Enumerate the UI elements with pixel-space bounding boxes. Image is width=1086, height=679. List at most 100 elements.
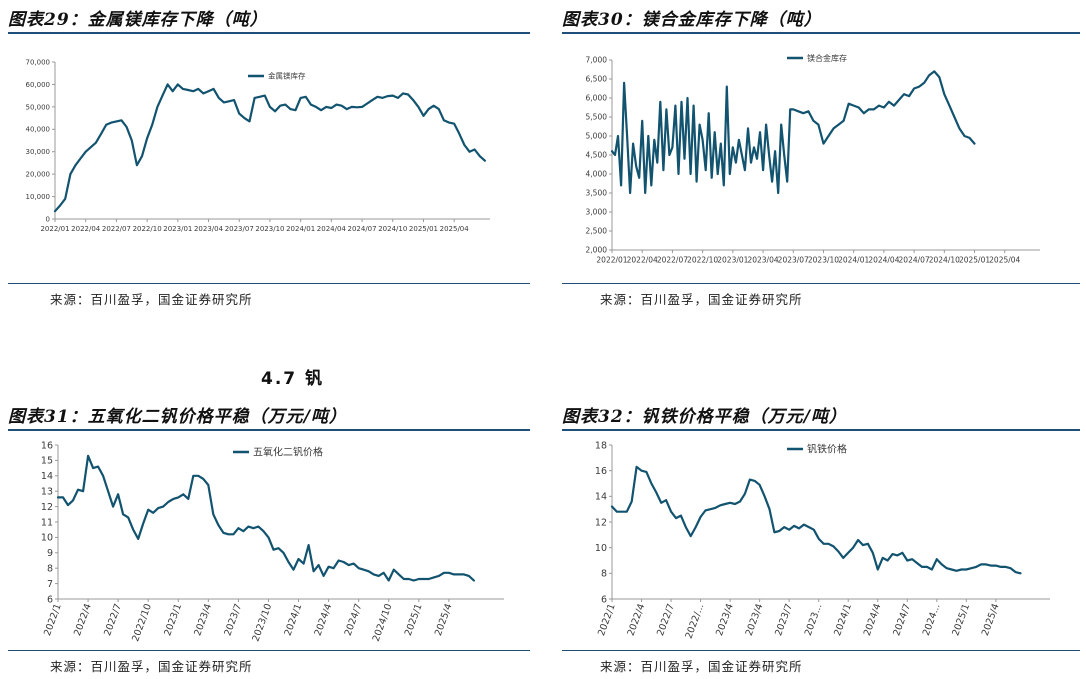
fig32-x-tick-label: 2023... [803,602,825,637]
fig32-series-line [610,465,1022,575]
fig29-x-tick-label: 2022/01 [40,225,69,233]
fig32-y-tick-label: 14 [595,492,607,503]
fig31-y-tick-label: 10 [41,533,53,544]
fig29-series-line [53,83,486,213]
fig30-x-tick-label: 2024/10 [929,256,960,265]
fig30-y-tick-label: 2,000 [586,246,608,255]
fig31-title: 图表31：五氧化二钒价格平稳（万元/吨） [8,407,347,427]
fig30-x-tick-label: 2024/07 [899,256,930,265]
fig30-title-rule [562,32,1080,34]
fig30-svg: 2,000 2,500 3,000 3,500 4,000 4,500 5,000 5,500… [586,53,1040,265]
fig29-y-tick-label: 50,000 [26,103,51,111]
fig29-x-tick-label: 2024/04 [317,225,347,233]
fig30-y-tick-label: 2,500 [586,227,608,236]
fig31-y-tick-label: 11 [41,517,53,528]
fig31-series-line [56,454,475,582]
fig29-x-tick-label: 2023/01 [163,225,192,233]
fig29-x-tick-label: 2024/07 [348,225,377,233]
fig31-x-tick-label: 2023/7 [222,602,244,637]
fig32-x-tick-label: 2022/4 [626,602,648,637]
fig30-y-tick-label: 7,000 [586,56,608,65]
fig31-x-tick-label: 2022/10 [130,602,154,643]
fig29-x-tick-label: 2025/04 [440,225,470,233]
fig29-x-tick-label: 2022/04 [71,225,101,233]
fig29-title: 图表29：金属镁库存下降（吨） [8,10,268,30]
fig31-x-tick-label: 2023/4 [192,602,214,637]
fig29-x-tick-label: 2023/10 [255,225,284,233]
fig31-y-tick-label: 15 [41,456,53,467]
fig31-y-tick-label: 6 [47,594,53,605]
fig30-y-tick-label: 6,500 [586,75,608,84]
fig32-y-tick-label: 10 [595,543,607,554]
fig31-y-tick-label: 16 [41,440,53,451]
fig32-svg: 6 8 10 12 14 16 18 2022/1 2022/4 2022/7 2022/... 20… [595,440,1050,640]
fig32-y-tick-label: 16 [595,466,607,477]
fig32-y-tick-label: 8 [601,569,607,580]
fig32-y-tick-label: 12 [595,517,607,528]
fig31-source: 来源：百川盈孚，国金证券研究所 [50,659,253,674]
fig29-x-tick-label: 2023/04 [194,225,224,233]
fig32-title: 图表32：钒铁价格平稳（万元/吨） [562,407,847,427]
fig31-svg: 6 7 8 9 10 11 12 13 14 15 16 2022/1 2022/4 2022/7 2022… [41,440,504,643]
fig30-y-tick-label: 3,500 [586,189,608,198]
fig31-y-tick-label: 8 [47,564,53,575]
fig31-y-tick-label: 7 [47,579,53,590]
fig30-y-tick-label: 3,000 [586,208,608,217]
fig29-x-tick-label: 2025/01 [409,225,438,233]
fig32-legend-label: 钒铁价格 [807,443,847,456]
fig30-x-tick-label: 2022/10 [687,256,718,265]
fig32-x-tick-label: 2024/7 [891,602,913,637]
fig30-y-tick-label: 4,500 [586,151,608,160]
fig31-x-tick-label: 2022/1 [42,602,64,637]
fig31-y-tick-label: 14 [41,471,53,482]
fig31-x-tick-label: 2025/1 [403,602,425,637]
fig29-x-tick-label: 2023/07 [225,225,254,233]
fig29-y-tick-label: 10,000 [26,193,51,201]
fig31-chart: 6 7 8 9 10 11 12 13 14 15 16 2022/1 2022/4 2022/7 2022… [8,435,530,647]
fig31-x-tick-label: 2025/4 [433,602,455,637]
fig32-y-tick-label: 18 [595,440,607,451]
fig30-x-tick-label: 2023/04 [747,256,778,265]
fig30-source-rule [562,283,1080,284]
section-heading: 4.7 钒 [261,369,325,389]
fig32-source-rule [562,650,1080,651]
fig31-x-tick-label: 2022/7 [102,602,124,637]
fig32-x-tick-label: 2025/4 [980,602,1002,637]
fig30-x-tick-label: 2025/04 [989,256,1020,265]
fig29-x-tick-label: 2022/07 [102,225,131,233]
fig32-y-tick-label: 6 [601,594,607,605]
fig30-y-tick-label: 4,000 [586,170,608,179]
fig32-title-rule [562,429,1080,431]
fig30-x-tick-label: 2025/01 [959,256,990,265]
fig29-source-rule [8,283,530,284]
fig31-x-tick-label: 2024/10 [371,602,395,643]
fig32-x-tick-label: 2022/... [684,602,707,640]
fig30-title: 图表30：镁合金库存下降（吨） [562,10,822,30]
fig31-y-tick-label: 13 [41,487,53,498]
fig29-svg: 0 10,000 20,000 30,000 40,000 50,000 60,000 70,… [26,58,490,233]
fig31-legend-label: 五氧化二钒价格 [253,446,323,459]
fig30-x-tick-label: 2023/10 [808,256,839,265]
fig31-title-rule [8,429,530,431]
fig31-x-tick-label: 2023/10 [250,602,274,643]
fig32-x-tick-label: 2024... [921,602,943,637]
fig30-legend-label: 镁合金库存 [807,53,847,63]
fig32-x-tick-label: 2022/1 [596,602,618,637]
fig29-y-tick-label: 30,000 [26,148,51,156]
fig30-x-tick-label: 2024/01 [838,256,869,265]
fig32-x-tick-label: 2023/7 [773,602,795,637]
fig29-chart: 0 10,000 20,000 30,000 40,000 50,000 60,000 70,… [8,40,530,235]
fig32-x-tick-label: 2023/4 [744,602,766,637]
fig31-x-tick-label: 2022/4 [72,602,94,637]
fig30-y-tick-label: 5,000 [586,132,608,141]
fig29-y-tick-label: 70,000 [26,58,51,66]
fig32-x-tick-label: 2023/4 [714,602,736,637]
fig32-x-tick-label: 2024/4 [862,602,884,637]
fig31-x-tick-label: 2024/4 [313,602,335,637]
fig29-legend-label: 金属镁库存 [268,71,306,81]
fig29-y-tick-label: 60,000 [26,81,51,89]
fig30-chart: 2,000 2,500 3,000 3,500 4,000 4,500 5,000 5,500… [562,45,1080,270]
fig31-y-tick-label: 12 [41,502,53,513]
fig30-y-tick-label: 5,500 [586,113,608,122]
fig32-x-tick-label: 2025/1 [950,602,972,637]
